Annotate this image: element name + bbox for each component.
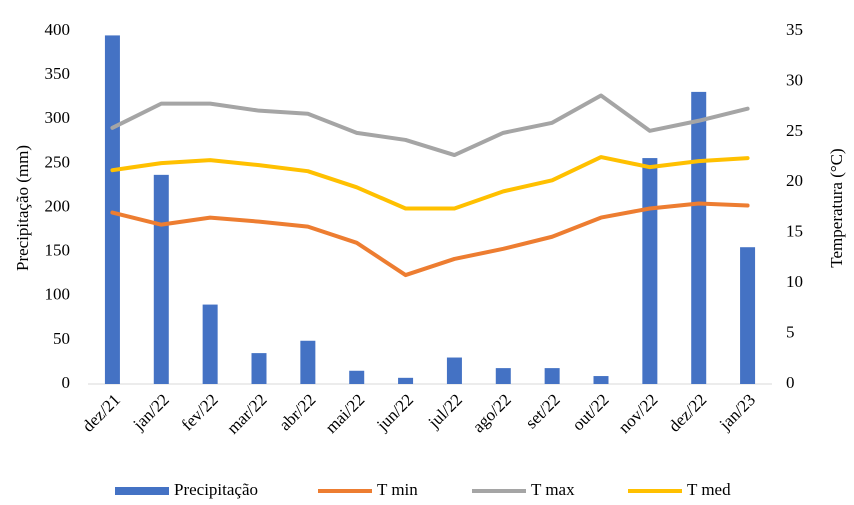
bar [104, 35, 120, 384]
x-tick-label: out/22 [568, 390, 612, 434]
x-tick-label: mai/22 [321, 390, 368, 437]
x-tick-label: nov/22 [615, 390, 662, 437]
x-tick-label: jan/23 [715, 390, 759, 434]
x-tick-label: dez/21 [79, 390, 124, 435]
y-axis-label: Precipitação (mm) [13, 145, 32, 271]
x-tick-label: jul/22 [424, 390, 466, 432]
y-tick-label: 300 [45, 108, 71, 127]
x-tick-label: ago/22 [469, 390, 515, 436]
legend-swatch [115, 487, 169, 495]
y2-tick-label: 5 [786, 322, 795, 341]
y2-axis-label: Temperatura (°C) [827, 148, 846, 267]
bar [251, 353, 267, 384]
y-tick-label: 150 [45, 241, 71, 260]
y-tick-label: 100 [45, 285, 71, 304]
y2-tick-label: 20 [786, 171, 803, 190]
bar [202, 304, 218, 384]
bar [740, 247, 756, 384]
y2-tick-label: 35 [786, 20, 803, 39]
y-tick-label: 0 [62, 373, 71, 392]
x-tick-label: dez/22 [665, 390, 710, 435]
bar [691, 91, 707, 384]
x-tick-label: jan/22 [129, 390, 173, 434]
y-tick-label: 50 [53, 329, 70, 348]
legend-label: Precipitação [174, 480, 258, 499]
bar [153, 174, 169, 384]
x-tick-label: jun/22 [372, 390, 417, 435]
x-tick-label: mar/22 [223, 390, 270, 437]
y-tick-label: 400 [45, 20, 71, 39]
bar [446, 357, 462, 384]
legend-label: T med [687, 480, 731, 499]
bar [398, 377, 414, 384]
line [110, 201, 750, 278]
y-tick-label: 200 [45, 196, 71, 215]
y2-tick-label: 10 [786, 272, 803, 291]
x-tick-label: fev/22 [178, 390, 222, 434]
line [110, 155, 750, 211]
bar [300, 340, 316, 384]
legend-label: T max [531, 480, 575, 499]
x-tick-label: abr/22 [275, 390, 319, 434]
x-tick-label: set/22 [522, 390, 564, 432]
legend-label: T min [377, 480, 418, 499]
y2-tick-label: 25 [786, 121, 803, 140]
y2-tick-label: 15 [786, 222, 803, 241]
bar [495, 368, 511, 384]
y2-tick-label: 0 [786, 373, 795, 392]
line [110, 93, 750, 158]
bar [593, 376, 609, 384]
bar [349, 370, 365, 384]
bar [544, 368, 560, 384]
y-tick-label: 350 [45, 64, 71, 83]
y2-tick-label: 30 [786, 70, 803, 89]
bar [642, 158, 658, 384]
y-tick-label: 250 [45, 152, 71, 171]
